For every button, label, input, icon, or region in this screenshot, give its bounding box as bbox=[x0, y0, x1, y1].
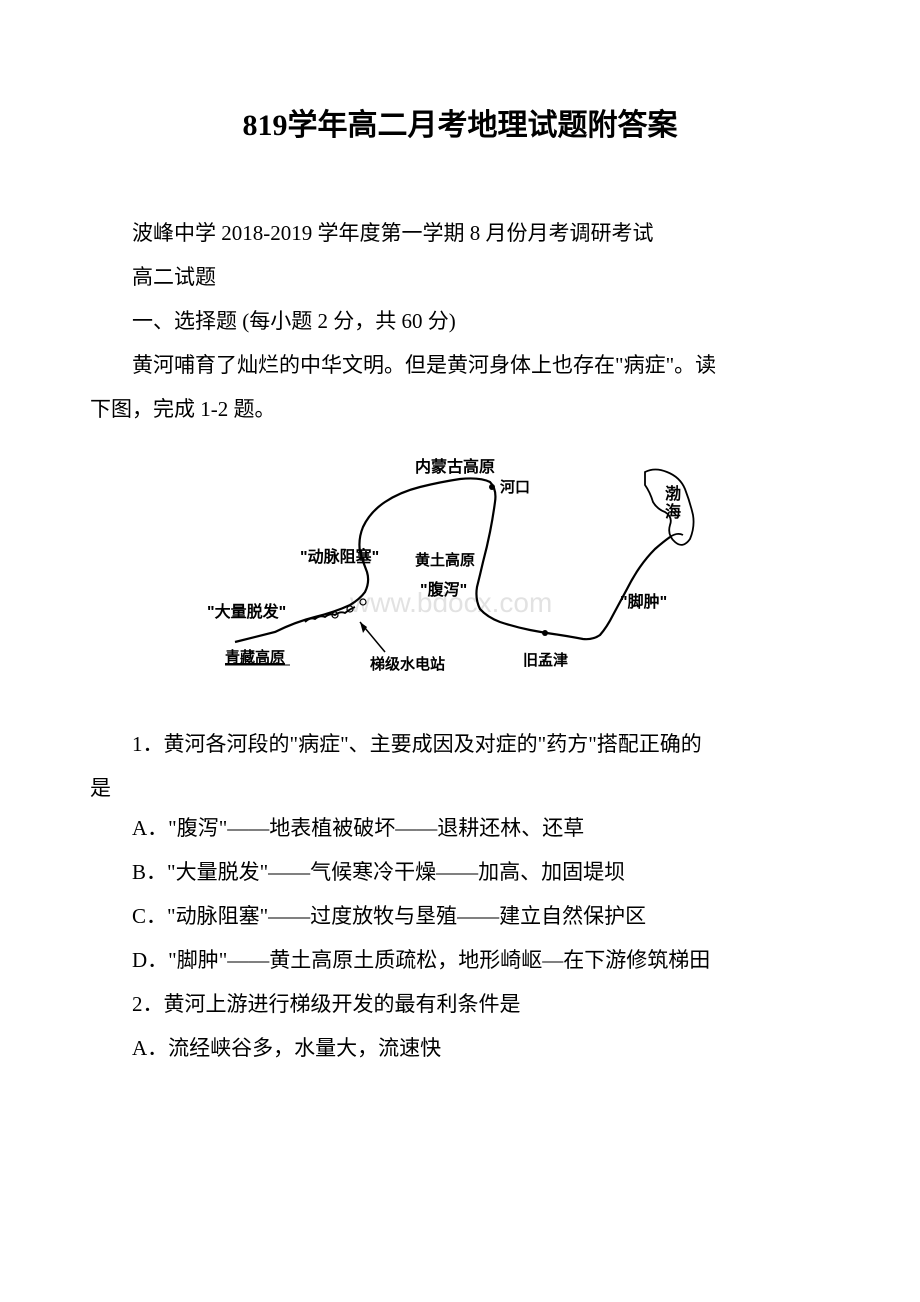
intro-line4a: 黄河哺育了灿烂的中华文明。但是黄河身体上也存在"病症"。读 bbox=[90, 346, 830, 386]
q2-stem: 2．黄河上游进行梯级开发的最有利条件是 bbox=[90, 985, 830, 1025]
page-title: 819学年高二月考地理试题附答案 bbox=[90, 100, 830, 144]
q2-optA: A．流经峡谷多，水量大，流速快 bbox=[90, 1029, 830, 1069]
q1-optA: A．"腹泻"——地表植被破坏——退耕还林、还草 bbox=[90, 809, 830, 849]
q1-optD: D．"脚肿"——黄土高原土质疏松，地形崎岖—在下游修筑梯田 bbox=[90, 941, 830, 981]
q1-stem-a: 1．黄河各河段的"病症"、主要成因及对症的"药方"搭配正确的 bbox=[90, 725, 830, 765]
label-tuofa: "大量脱发" bbox=[207, 602, 286, 621]
intro-line3: 一、选择题 (每小题 2 分，共 60 分) bbox=[90, 302, 830, 342]
q1-optB: B．"大量脱发"——气候寒冷干燥——加高、加固堤坝 bbox=[90, 853, 830, 893]
intro-line2: 高二试题 bbox=[90, 258, 830, 298]
label-hekou: 河口 bbox=[500, 478, 530, 496]
label-fuxie: "腹泻" bbox=[420, 580, 467, 599]
intro-line1: 波峰中学 2018-2019 学年度第一学期 8 月份月考调研考试 bbox=[90, 214, 830, 254]
label-mengjin: 旧孟津 bbox=[523, 651, 568, 669]
hekou-marker bbox=[489, 484, 495, 490]
q1-optC: C．"动脉阻塞"——过度放牧与垦殖——建立自然保护区 bbox=[90, 897, 830, 937]
label-bohai: 渤海 bbox=[665, 484, 681, 521]
label-qingzang: 青藏高原 bbox=[225, 648, 285, 666]
label-dongmai: "动脉阻塞" bbox=[300, 547, 379, 566]
mengjin-marker bbox=[542, 630, 548, 636]
yellow-river-map: www.bdocx.com 内蒙古高原 河口 渤海 "动脉阻塞" bbox=[205, 447, 715, 692]
map-figure: www.bdocx.com 内蒙古高原 河口 渤海 "动脉阻塞" bbox=[90, 447, 830, 697]
label-jiaozhong: "脚肿" bbox=[620, 592, 667, 611]
q1-stem-b: 是 bbox=[90, 769, 830, 809]
label-huangtu: 黄土高原 bbox=[415, 551, 475, 569]
label-neimenggu: 内蒙古高原 bbox=[415, 457, 495, 476]
arrow-tiji-head bbox=[360, 622, 367, 633]
label-tiji: 梯级水电站 bbox=[370, 655, 445, 673]
river-mouth bbox=[670, 534, 683, 537]
intro-line4b: 下图，完成 1-2 题。 bbox=[90, 390, 830, 430]
